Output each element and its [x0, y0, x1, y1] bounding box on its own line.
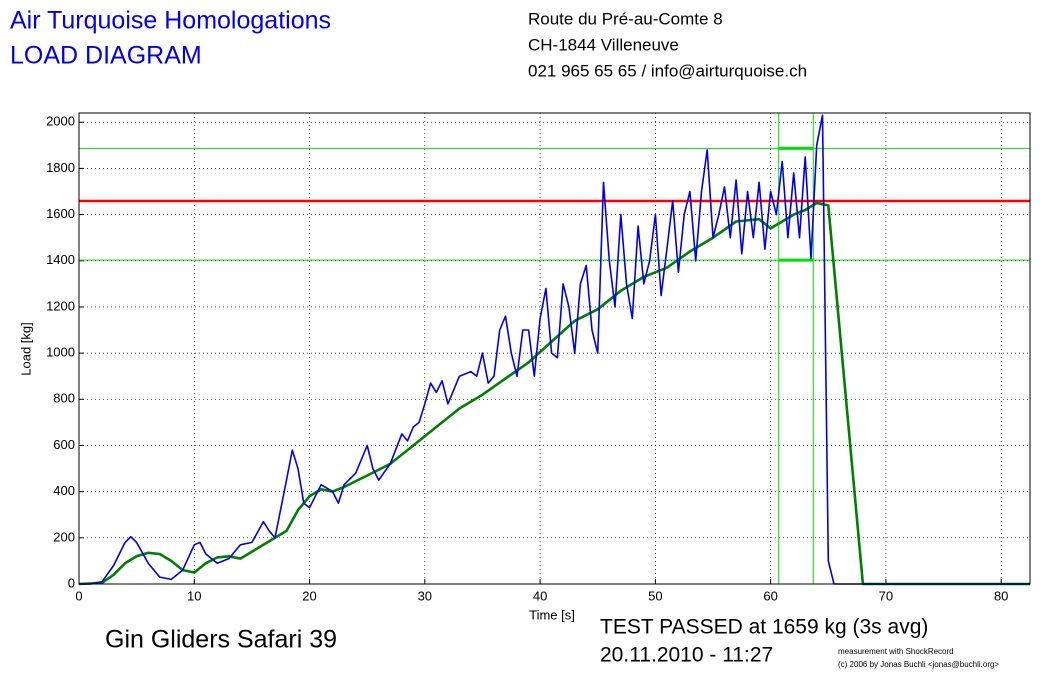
- series-line: [79, 114, 1030, 585]
- y-tick-label: 400: [53, 483, 75, 498]
- credit: measurement with ShockRecord: [838, 647, 954, 656]
- result: TEST PASSED at 1659 kg (3s avg): [600, 616, 928, 639]
- y-tick-label: 1800: [46, 160, 75, 175]
- x-tick-label: 80: [994, 588, 1008, 603]
- date: 20.11.2010 - 11:27: [600, 644, 773, 667]
- x-tick-label: 40: [533, 588, 547, 603]
- y-tick-label: 600: [53, 437, 75, 452]
- plot-frame: [78, 112, 1031, 585]
- y-tick-label: 200: [53, 529, 75, 544]
- x-tick-label: 10: [187, 588, 201, 603]
- x-axis-label: Time [s]: [529, 607, 575, 622]
- x-tick-label: 0: [75, 588, 82, 603]
- x-tick-label: 50: [648, 588, 662, 603]
- glider-name: Gin Gliders Safari 39: [105, 626, 337, 654]
- y-tick-label: 0: [68, 575, 75, 590]
- title: Air Turquoise Homologations: [10, 7, 331, 35]
- title: LOAD DIAGRAM: [10, 42, 202, 70]
- y-tick-label: 1000: [46, 345, 75, 360]
- y-tick-label: 1200: [46, 298, 75, 313]
- address: CH-1844 Villeneuve: [528, 35, 679, 54]
- x-tick-label: 70: [879, 588, 893, 603]
- y-tick-label: 1600: [46, 206, 75, 221]
- x-tick-label: 30: [418, 588, 432, 603]
- credit: (c) 2006 by Jonas Buchli <jonas@buchli.o…: [838, 660, 999, 669]
- x-tick-label: 60: [763, 588, 777, 603]
- x-tick-label: 20: [302, 588, 316, 603]
- address: Route du Pré-au-Comte 8: [528, 9, 723, 28]
- y-axis-label: Load [kg]: [18, 322, 33, 376]
- y-tick-label: 800: [53, 391, 75, 406]
- address: 021 965 65 65 / info@airturquoise.ch: [528, 61, 807, 80]
- y-tick-label: 1400: [46, 252, 75, 267]
- y-tick-label: 2000: [46, 114, 75, 129]
- plot-area: [79, 113, 1030, 584]
